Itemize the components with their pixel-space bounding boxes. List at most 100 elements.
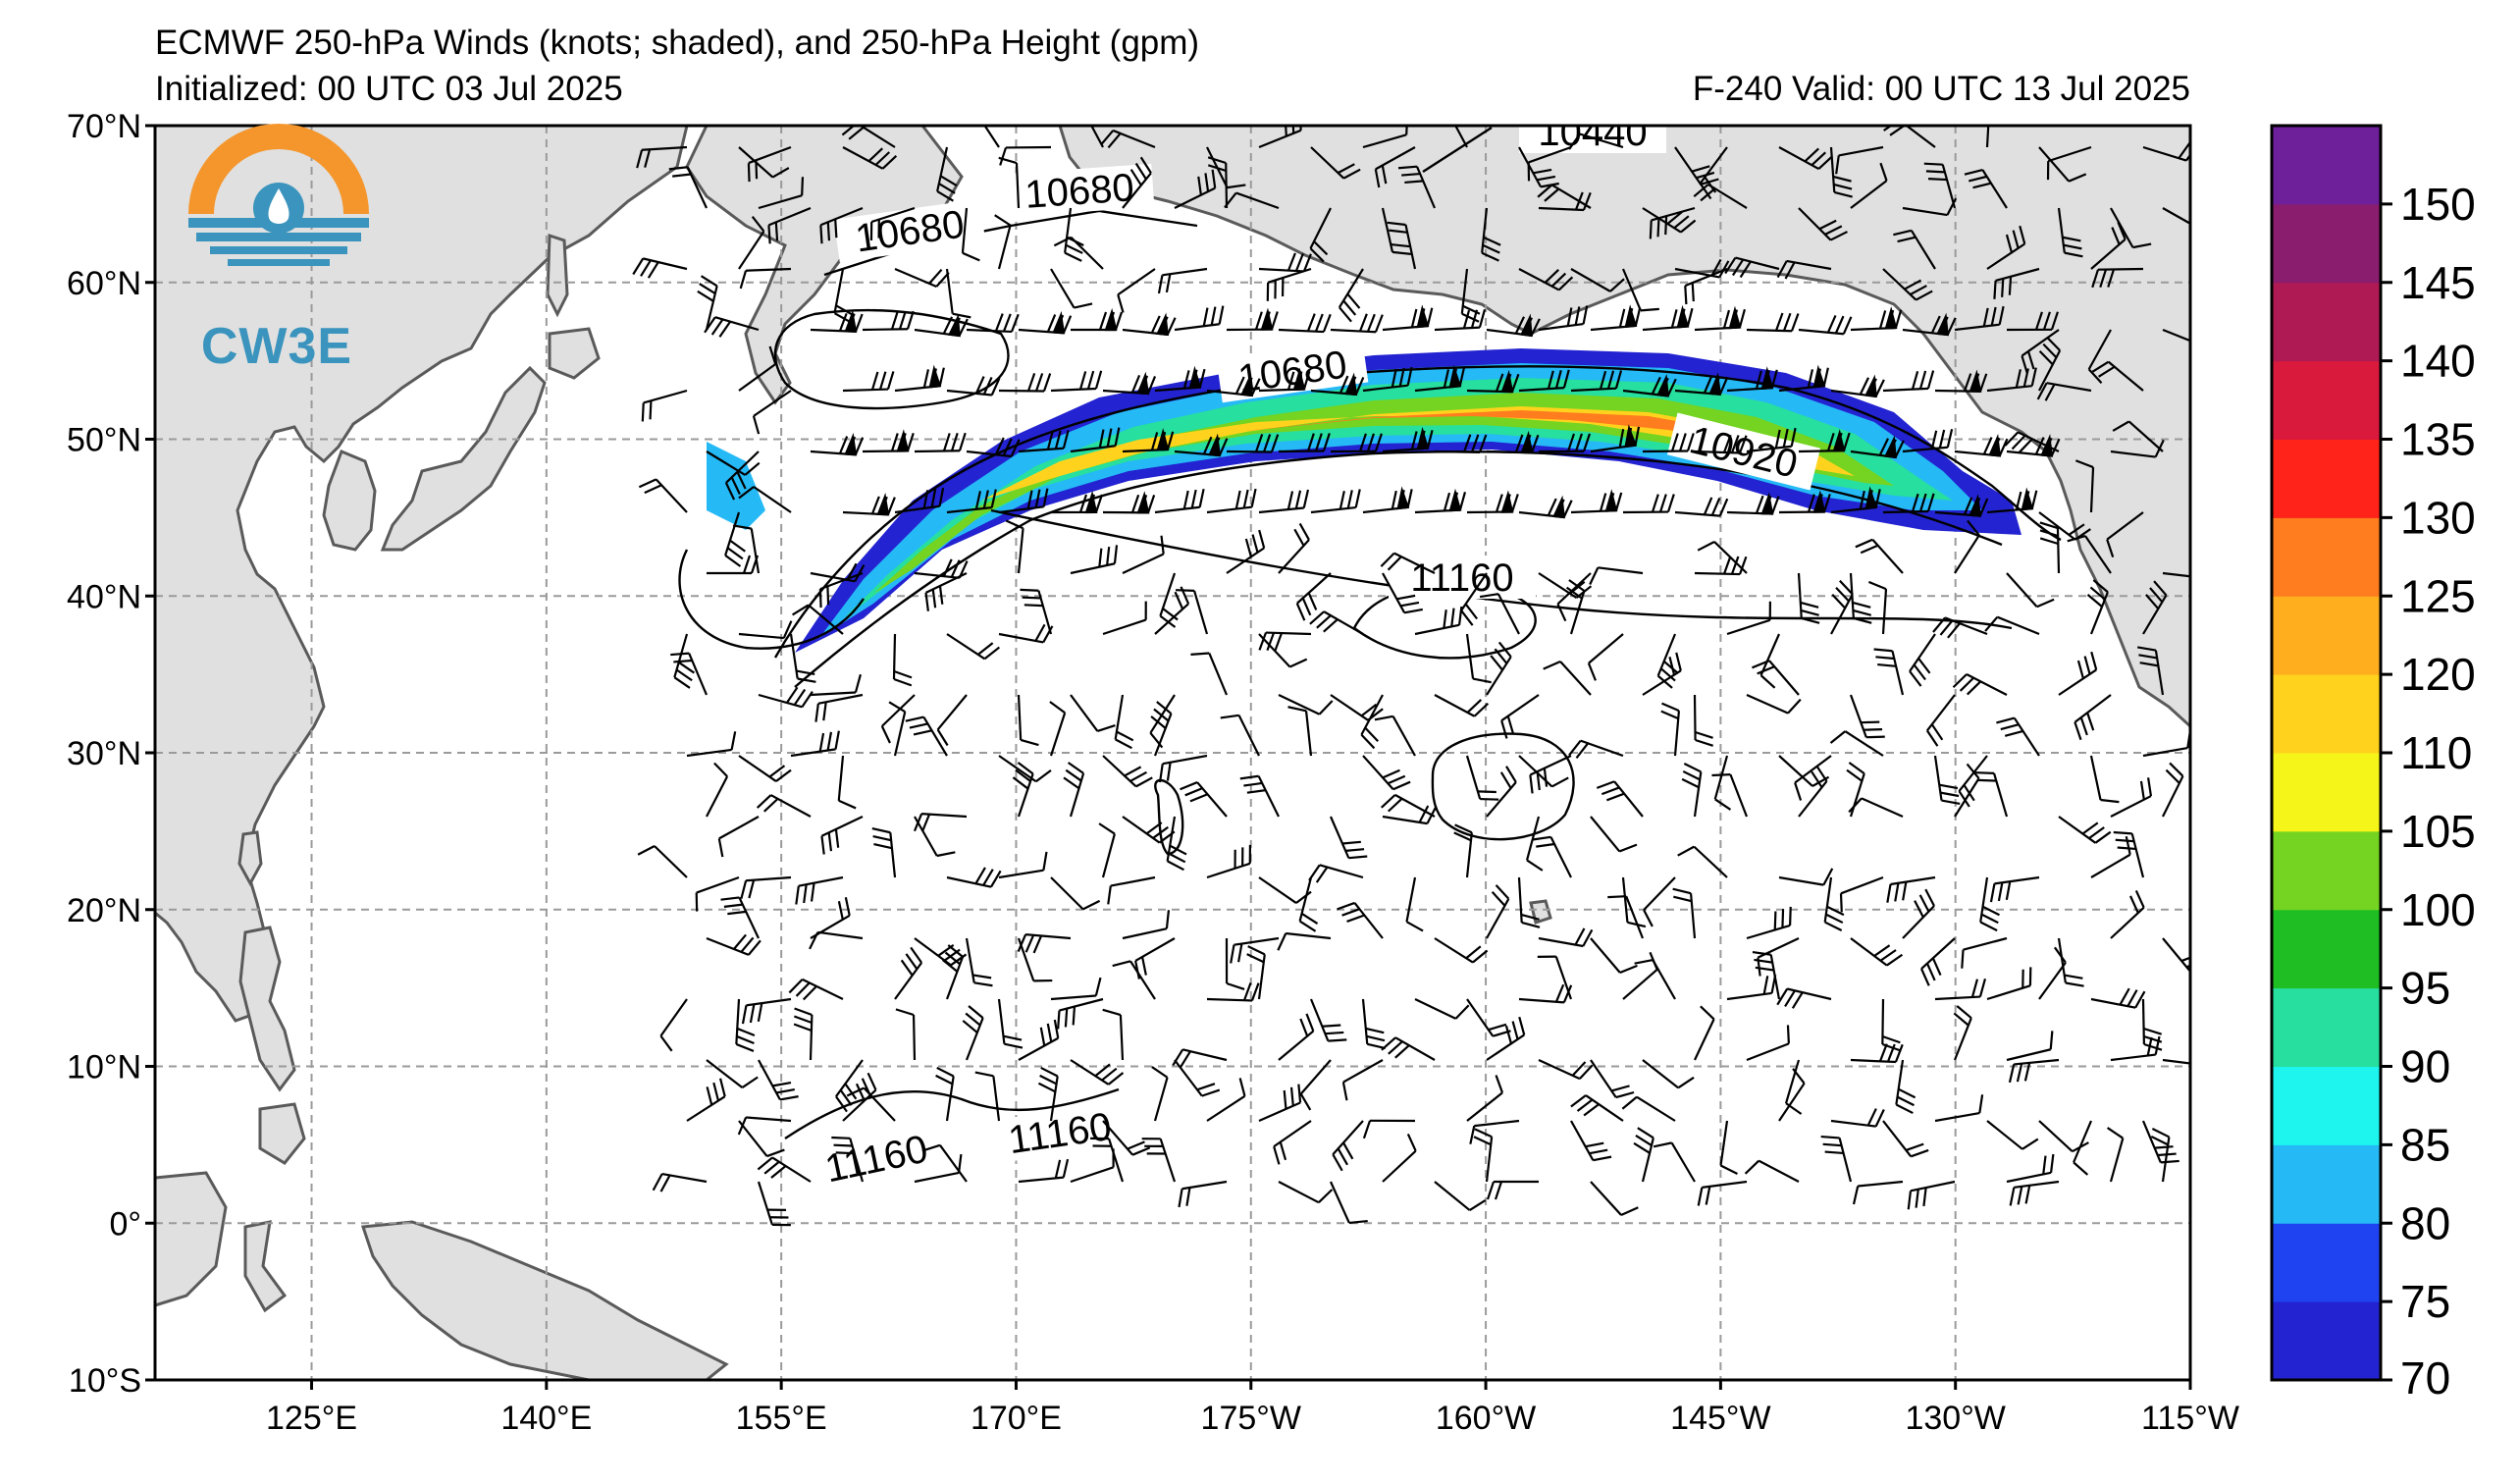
- wind-barb: [1414, 606, 1463, 636]
- colorbar-swatch: [2272, 439, 2381, 518]
- wind-barb: [1098, 822, 1116, 878]
- wind-barb: [1850, 1043, 1904, 1064]
- wind-barb: [1934, 978, 1987, 1001]
- wind-barb: [717, 816, 760, 858]
- wind-barb: [966, 313, 1020, 334]
- axis-ticks: [145, 124, 2192, 1390]
- wind-barb: [1776, 259, 1832, 280]
- wind-barb: [818, 571, 864, 609]
- wind-barb: [659, 998, 688, 1052]
- wind-barb: [1053, 236, 1104, 270]
- contour-10440: [1422, 126, 1493, 174]
- wind-barb: [1850, 162, 1888, 209]
- wind-barb: [924, 572, 968, 611]
- wind-barb: [1830, 1108, 1885, 1128]
- wind-barb: [1414, 488, 1467, 514]
- wind-barb: [837, 755, 857, 810]
- wind-barb: [994, 214, 1012, 270]
- wind-barb: [1102, 371, 1157, 396]
- wind-barb: [862, 310, 915, 332]
- wind-barb: [1049, 701, 1067, 757]
- wind-barb: [1230, 936, 1280, 964]
- wind-barb: [1434, 434, 1488, 453]
- wind-barb: [724, 450, 760, 501]
- wind-barb: [1180, 781, 1228, 818]
- wind-barb: [966, 437, 1021, 458]
- lon-tick-label: 145°W: [1670, 1400, 1770, 1437]
- wind-barb: [842, 493, 896, 516]
- wind-barb: [747, 145, 792, 183]
- wind-barb: [1070, 307, 1124, 332]
- wind-barb: [1050, 370, 1103, 393]
- init-time: Initialized: 00 UTC 03 Jul 2025: [155, 70, 623, 108]
- wind-barb: [1621, 1095, 1676, 1122]
- wind-barb: [1954, 434, 2009, 457]
- wind-barb: [1102, 755, 1153, 788]
- colorbar-label: 75: [2400, 1276, 2450, 1327]
- wind-barb: [1360, 694, 1384, 750]
- wind-barb: [1848, 797, 1904, 819]
- wind-barb: [1986, 367, 2037, 393]
- wind-barb: [1151, 1066, 1169, 1122]
- wind-barb: [841, 126, 896, 148]
- wind-barb: [636, 145, 688, 169]
- wind-barb: [1835, 145, 1884, 175]
- wind-barb: [1902, 888, 1935, 939]
- wind-barb: [1258, 876, 1312, 904]
- wind-barb: [2110, 207, 2152, 249]
- wind-barb: [1622, 494, 1675, 514]
- wind-barb: [1070, 427, 1121, 453]
- colorbar-swatch: [2272, 909, 2381, 989]
- colorbar-swatch: [2272, 830, 2381, 911]
- wind-barb: [1382, 1133, 1417, 1183]
- wind-barb: [1527, 145, 1572, 182]
- contour-west-wave: [678, 549, 865, 650]
- wind-barb: [894, 946, 923, 1000]
- land-taiwan: [237, 830, 263, 887]
- wind-barb: [704, 316, 760, 338]
- wind-barb: [1064, 207, 1084, 262]
- wind-barb: [999, 145, 1052, 166]
- wind-barb: [1486, 1016, 1526, 1061]
- wind-barb: [894, 487, 945, 514]
- wind-barb: [1012, 762, 1034, 818]
- wind-barb: [1298, 876, 1319, 932]
- wind-barb: [2004, 431, 2060, 453]
- wind-barb: [1310, 146, 1361, 180]
- wind-barb: [732, 524, 761, 574]
- wind-barb: [1634, 958, 1676, 1000]
- land-masses: [155, 126, 2190, 1380]
- wind-barb: [1295, 572, 1332, 621]
- wind-barb: [1017, 933, 1072, 954]
- colorbar-label: 125: [2400, 570, 2476, 621]
- wind-barb: [2006, 1031, 2054, 1062]
- wind-barb: [998, 488, 1049, 514]
- wind-barb: [842, 146, 898, 170]
- wind-barb: [1380, 552, 1436, 574]
- wind-barb: [1697, 1180, 1748, 1206]
- wind-barb: [1752, 660, 1800, 696]
- wind-barb: [1674, 497, 1729, 517]
- wind-barb: [1050, 876, 1101, 911]
- wind-barb: [1174, 305, 1225, 332]
- wind-barb: [1226, 307, 1279, 332]
- wind-barb: [1570, 489, 1623, 514]
- wind-barb: [935, 1066, 955, 1122]
- wind-barb: [1174, 433, 1229, 457]
- wind-barb: [1486, 766, 1517, 818]
- wind-barb: [1570, 370, 1623, 393]
- wind-barb: [1258, 631, 1312, 652]
- wind-barb: [1556, 572, 1592, 622]
- wind-barb: [792, 604, 844, 635]
- wind-barb: [814, 693, 864, 722]
- wind-barb: [972, 126, 1000, 148]
- wind-barb: [1886, 875, 1936, 903]
- wind-barb: [1642, 1059, 1695, 1089]
- wind-barb: [1895, 1059, 1916, 1115]
- wind-barb: [1852, 1180, 1904, 1205]
- wind-barb: [1309, 207, 1332, 263]
- wind-barb: [1374, 715, 1416, 757]
- wind-barb: [1746, 427, 1797, 453]
- contour-label-2: 10680: [1024, 166, 1135, 217]
- wind-barb: [1226, 434, 1280, 453]
